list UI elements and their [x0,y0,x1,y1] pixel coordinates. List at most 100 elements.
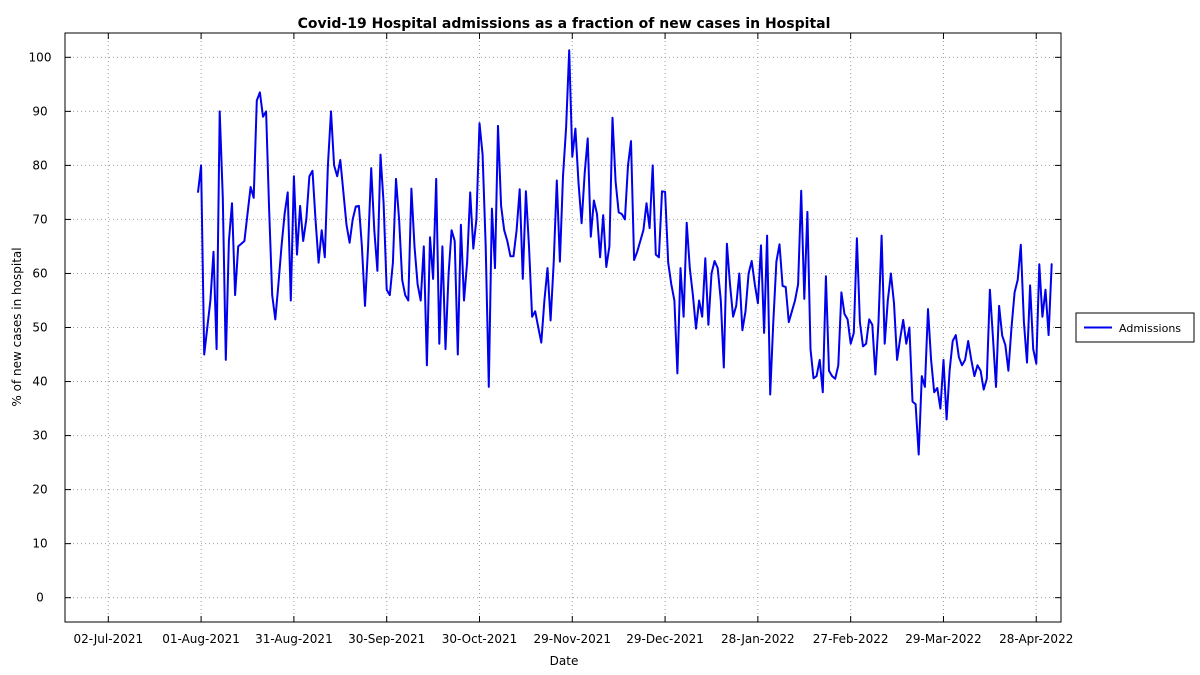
data-point [525,190,527,192]
data-point [717,267,719,269]
data-point [766,235,768,237]
data-point [231,202,233,204]
data-point [466,262,468,264]
data-point [519,188,521,190]
data-point [772,321,774,323]
data-point [664,191,666,193]
data-point [222,197,224,199]
data-point [881,235,883,237]
data-point [420,299,422,302]
data-point [673,299,676,302]
data-point [379,154,382,156]
data-point [342,191,344,193]
data-point [636,251,638,253]
data-point [679,267,682,269]
data-point [559,261,561,263]
data-point [1017,279,1019,281]
data-point [908,326,911,329]
data-point [843,313,846,315]
data-point [587,137,589,139]
data-point [311,170,314,172]
data-point [219,110,221,112]
data-point [911,400,914,403]
legend-label-admissions: Admissions [1119,322,1181,335]
data-point [571,156,573,158]
data-point [958,356,960,358]
data-point [949,370,951,372]
data-point [463,299,465,302]
data-point [605,266,607,268]
data-point [352,218,354,220]
data-point [760,244,762,246]
data-point [649,227,651,229]
data-point [744,310,747,312]
y-tick-label: 70 [32,212,47,226]
data-point [828,370,830,372]
data-point [364,305,366,307]
series-points [197,49,1053,456]
x-tick-label: 01-Aug-2021 [162,632,240,646]
data-point [376,270,378,272]
data-point [534,310,536,312]
data-point [389,294,391,296]
data-point [451,229,453,231]
data-point [444,348,447,350]
data-point [998,305,1000,307]
data-point [441,245,443,247]
data-point [1004,344,1006,346]
data-point [1032,348,1034,350]
data-point [970,359,972,361]
data-point [834,378,836,380]
data-point [203,353,205,356]
data-point [769,393,771,396]
y-tick-label: 20 [32,483,47,497]
data-point [720,299,722,302]
data-point [995,386,997,388]
data-point [392,262,394,264]
data-point [618,211,620,213]
data-point [847,318,849,320]
data-point [333,164,335,166]
y-tick-label: 50 [32,321,47,335]
data-point [992,337,994,339]
data-point [277,283,279,285]
data-point [503,229,505,231]
data-point [577,182,580,184]
data-point [274,318,276,320]
data-point [512,255,515,257]
data-point [1029,284,1031,286]
data-point [540,342,542,344]
data-point [330,110,332,112]
data-point [840,291,843,293]
data-point [896,359,898,361]
data-point [655,254,657,256]
x-tick-label: 27-Feb-2022 [813,632,889,646]
data-point [324,256,326,258]
data-point [472,248,474,250]
data-point [667,262,669,264]
data-point [386,289,388,291]
data-point [318,262,320,264]
data-point [593,199,595,202]
data-point [775,261,778,263]
x-tick-label: 30-Sep-2021 [348,632,425,646]
data-point [980,370,982,372]
data-point [918,453,920,456]
data-point [757,302,759,304]
data-point [1020,244,1022,246]
data-point [469,191,471,193]
data-point [1051,263,1053,265]
data-point [630,140,632,142]
data-point [596,213,598,215]
data-point [627,164,629,166]
data-point [234,294,236,296]
data-point [407,299,409,302]
data-point [754,283,756,285]
data-point [599,256,601,258]
data-point [404,294,406,296]
data-point [1038,263,1040,265]
data-point [927,308,929,310]
data-point [265,110,267,112]
data-point [370,167,372,169]
